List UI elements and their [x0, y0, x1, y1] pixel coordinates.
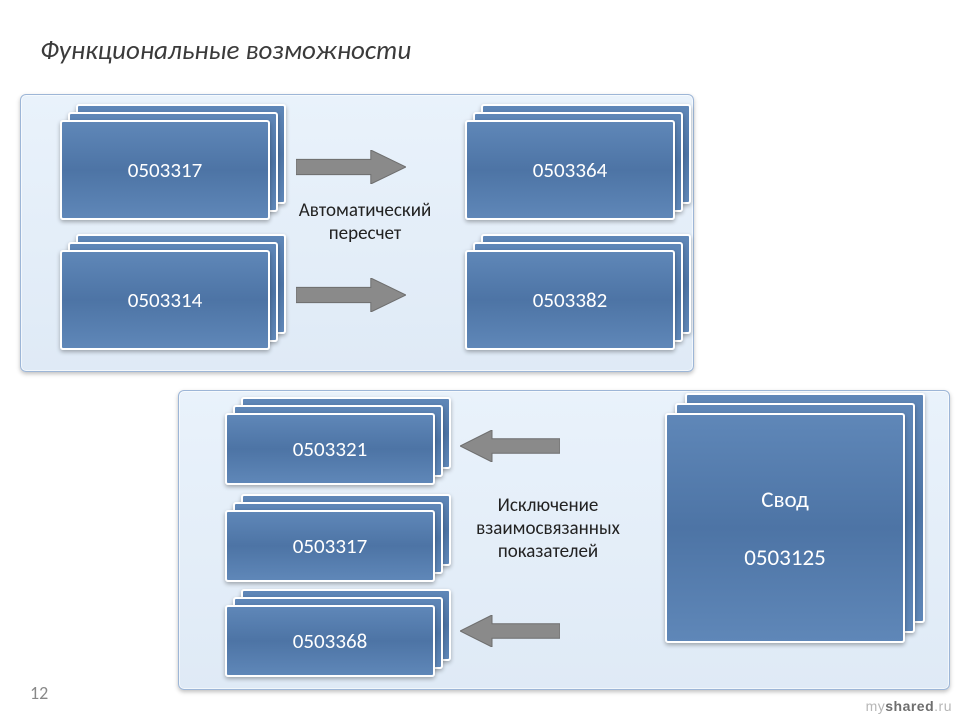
arrow-right [296, 278, 406, 312]
caption-exclusion: Исключение взаимосвязанных показателей [448, 495, 648, 563]
caption-line: пересчет [329, 222, 401, 245]
doc-card-c0503314: 0503314 [60, 250, 270, 350]
doc-card-label: 0503321 [293, 436, 368, 462]
page-number: 12 [30, 682, 48, 704]
arrow-left [460, 615, 560, 647]
doc-card-c0503364: 0503364 [465, 120, 675, 220]
caption-line: показателей [498, 540, 598, 563]
svod-title: Свод [761, 486, 809, 514]
doc-card-label: 0503317 [293, 533, 368, 559]
page-title: Функциональные возможности [40, 34, 411, 67]
doc-card-c0503368: 0503368 [225, 605, 435, 677]
doc-card-label: 0503368 [293, 628, 368, 654]
svod-stack: Свод 0503125 [665, 413, 905, 643]
caption-line: взаимосвязанных [476, 517, 620, 540]
doc-card-c0503317: 0503317 [60, 120, 270, 220]
watermark: myshared.ru [866, 698, 952, 714]
doc-card-label: 0503382 [533, 287, 608, 313]
arrow-left [460, 430, 560, 462]
watermark-part2: shared [885, 698, 934, 714]
watermark-suffix: .ru [934, 698, 952, 714]
watermark-part1: my [866, 698, 886, 714]
doc-card-label: 0503364 [533, 157, 608, 183]
doc-card-c0503321: 0503321 [225, 413, 435, 485]
doc-card-label: 0503314 [128, 287, 203, 313]
caption-line: Исключение [498, 494, 599, 517]
caption-auto-recompute: Автоматический пересчет [280, 200, 450, 246]
arrow-right [296, 150, 406, 184]
caption-line: Автоматический [299, 199, 432, 222]
doc-card-label: 0503317 [128, 157, 203, 183]
doc-card-c0503317b: 0503317 [225, 510, 435, 582]
svod-code: 0503125 [744, 544, 826, 572]
doc-card-c0503382: 0503382 [465, 250, 675, 350]
